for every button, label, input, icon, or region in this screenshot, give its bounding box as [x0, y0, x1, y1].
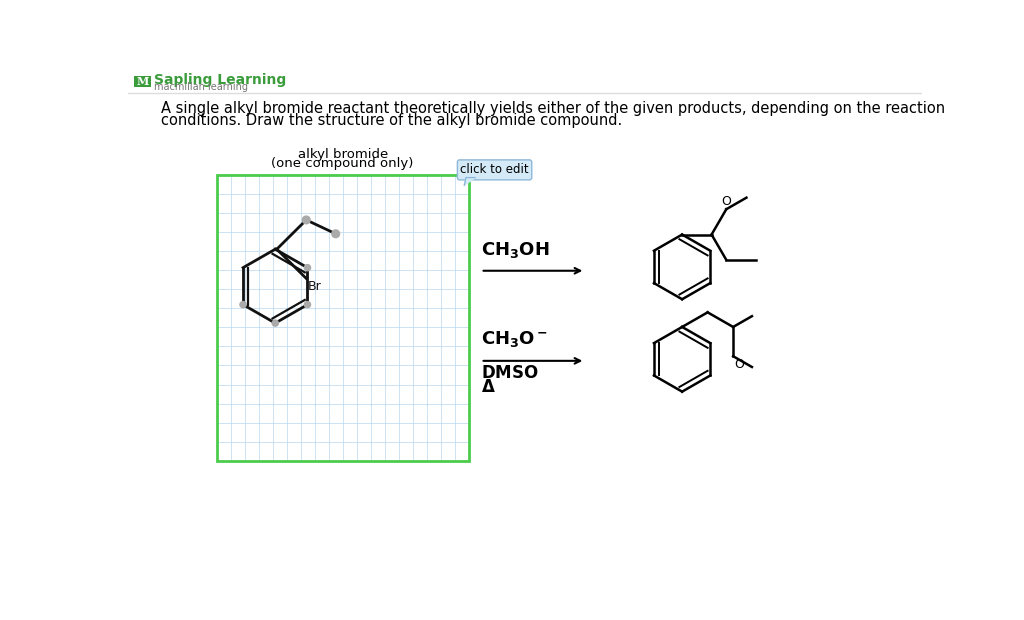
- Text: $\mathbf{CH_3O^-}$: $\mathbf{CH_3O^-}$: [480, 329, 548, 348]
- Text: A single alkyl bromide reactant theoretically yields either of the given product: A single alkyl bromide reactant theoreti…: [161, 101, 945, 116]
- Text: O: O: [734, 358, 743, 371]
- Circle shape: [304, 265, 310, 271]
- Text: (one compound only): (one compound only): [271, 157, 414, 170]
- FancyBboxPatch shape: [458, 160, 531, 180]
- Text: click to edit: click to edit: [460, 164, 528, 176]
- Circle shape: [240, 301, 246, 308]
- Text: alkyl bromide: alkyl bromide: [298, 148, 388, 161]
- Text: $\mathbf{CH_3OH}$: $\mathbf{CH_3OH}$: [480, 240, 549, 260]
- Polygon shape: [464, 177, 475, 185]
- Text: conditions. Draw the structure of the alkyl bromide compound.: conditions. Draw the structure of the al…: [161, 113, 622, 128]
- FancyBboxPatch shape: [134, 76, 152, 87]
- Circle shape: [302, 216, 310, 224]
- Text: $\mathbf{\Delta}$: $\mathbf{\Delta}$: [480, 378, 496, 396]
- Text: M: M: [136, 76, 148, 87]
- Bar: [217, 174, 469, 461]
- Text: $\mathbf{DMSO}$: $\mathbf{DMSO}$: [480, 364, 539, 382]
- Text: Br: Br: [308, 280, 322, 293]
- Text: macmillan learning: macmillan learning: [154, 82, 248, 92]
- Text: Sapling Learning: Sapling Learning: [154, 73, 286, 87]
- Circle shape: [332, 230, 340, 237]
- Text: O: O: [721, 195, 731, 208]
- Bar: [217, 174, 469, 461]
- Circle shape: [304, 301, 310, 308]
- Circle shape: [272, 320, 279, 326]
